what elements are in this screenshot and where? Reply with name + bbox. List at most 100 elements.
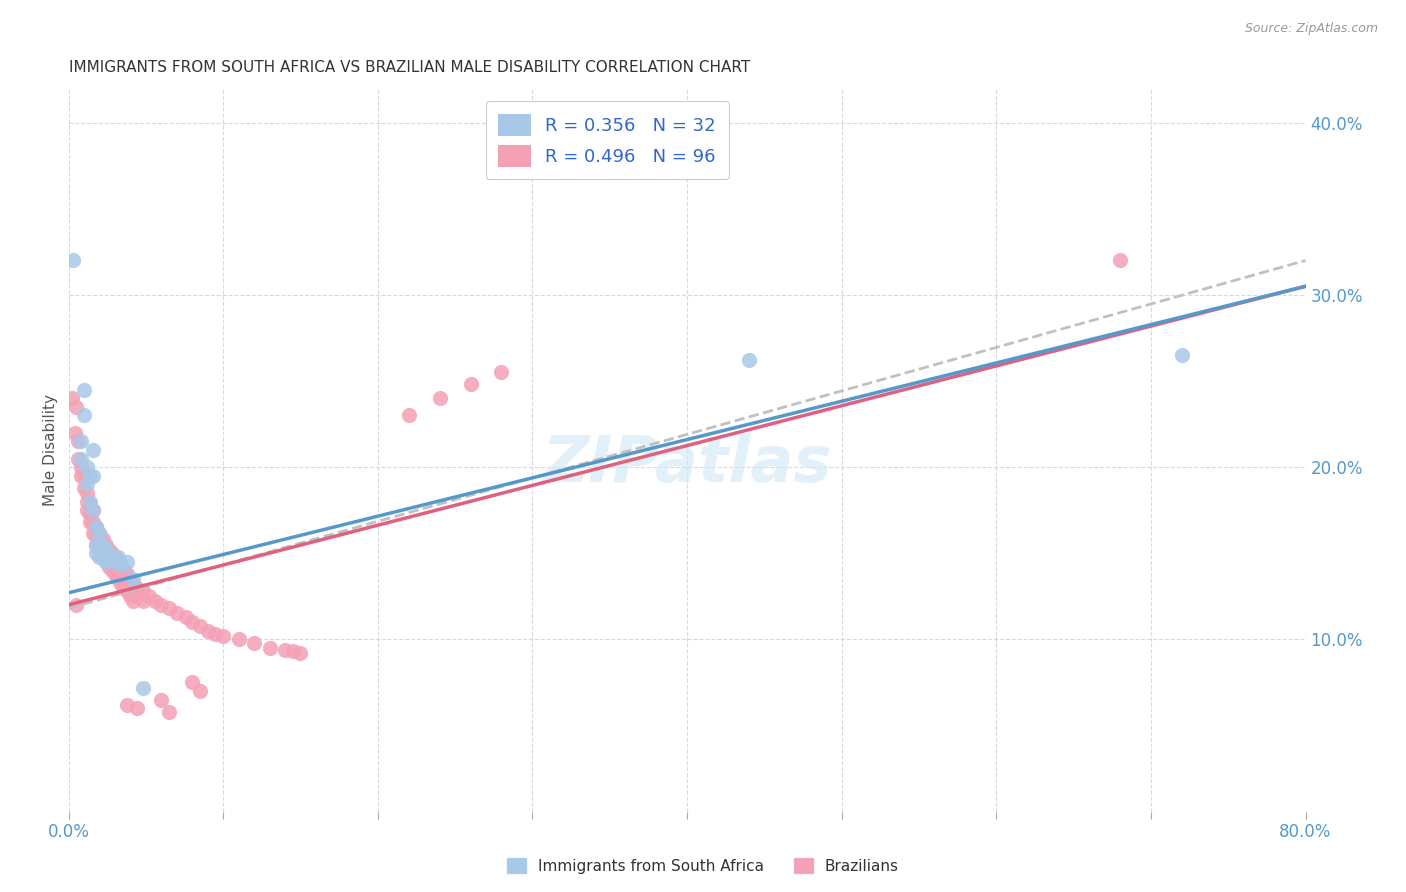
Point bbox=[188, 618, 211, 632]
Point bbox=[70, 460, 93, 475]
Point bbox=[107, 555, 129, 569]
Point bbox=[117, 584, 139, 599]
Point bbox=[157, 601, 180, 615]
Point bbox=[117, 698, 139, 712]
Point bbox=[112, 581, 135, 595]
Point bbox=[101, 555, 124, 569]
Point bbox=[82, 525, 104, 540]
Point bbox=[82, 468, 104, 483]
Text: ZIPatlas: ZIPatlas bbox=[543, 434, 832, 495]
Point bbox=[259, 640, 281, 655]
Point bbox=[94, 555, 117, 569]
Point bbox=[97, 560, 120, 574]
Point bbox=[82, 503, 104, 517]
Point bbox=[97, 549, 120, 564]
Point bbox=[174, 610, 197, 624]
Point bbox=[157, 705, 180, 719]
Point bbox=[82, 442, 104, 457]
Point bbox=[89, 542, 111, 557]
Point bbox=[89, 525, 111, 540]
Y-axis label: Male Disability: Male Disability bbox=[44, 394, 58, 506]
Point bbox=[132, 594, 155, 608]
Point bbox=[104, 555, 127, 569]
Point bbox=[1171, 348, 1194, 362]
Point bbox=[110, 566, 132, 581]
Point bbox=[66, 434, 89, 449]
Point bbox=[94, 555, 117, 569]
Point bbox=[107, 572, 129, 586]
Text: Source: ZipAtlas.com: Source: ZipAtlas.com bbox=[1244, 22, 1378, 36]
Point bbox=[120, 581, 142, 595]
Point bbox=[104, 566, 127, 581]
Point bbox=[212, 629, 235, 643]
Point bbox=[197, 624, 219, 638]
Legend: R = 0.356   N = 32, R = 0.496   N = 96: R = 0.356 N = 32, R = 0.496 N = 96 bbox=[485, 101, 728, 179]
Point bbox=[125, 581, 148, 595]
Point bbox=[104, 560, 127, 574]
Point bbox=[107, 549, 129, 564]
Point bbox=[150, 598, 173, 612]
Point bbox=[120, 572, 142, 586]
Point bbox=[117, 555, 139, 569]
Point bbox=[101, 563, 124, 577]
Point bbox=[73, 383, 96, 397]
Point bbox=[112, 572, 135, 586]
Point bbox=[70, 434, 93, 449]
Point bbox=[82, 515, 104, 529]
Point bbox=[89, 549, 111, 564]
Point bbox=[66, 451, 89, 466]
Point bbox=[112, 563, 135, 577]
Point bbox=[65, 598, 87, 612]
Point bbox=[125, 701, 148, 715]
Point bbox=[274, 642, 297, 657]
Point bbox=[79, 494, 101, 508]
Point bbox=[76, 460, 98, 475]
Point bbox=[738, 353, 761, 368]
Point bbox=[290, 646, 312, 660]
Point bbox=[429, 391, 451, 405]
Point bbox=[60, 391, 83, 405]
Point bbox=[76, 503, 98, 517]
Point bbox=[181, 675, 204, 690]
Point bbox=[97, 549, 120, 564]
Point bbox=[86, 520, 108, 534]
Point bbox=[1109, 253, 1132, 268]
Point bbox=[122, 572, 145, 586]
Point bbox=[76, 477, 98, 491]
Point bbox=[79, 508, 101, 523]
Point bbox=[120, 589, 142, 603]
Point bbox=[107, 563, 129, 577]
Point bbox=[398, 409, 420, 423]
Point bbox=[63, 425, 86, 440]
Point bbox=[125, 589, 148, 603]
Point bbox=[122, 584, 145, 599]
Point bbox=[122, 577, 145, 591]
Point bbox=[132, 681, 155, 695]
Point bbox=[79, 498, 101, 512]
Point bbox=[110, 560, 132, 574]
Point bbox=[460, 377, 482, 392]
Point bbox=[79, 468, 101, 483]
Point bbox=[204, 627, 226, 641]
Point bbox=[281, 644, 304, 658]
Point bbox=[86, 546, 108, 560]
Point bbox=[91, 549, 114, 564]
Point bbox=[76, 494, 98, 508]
Point bbox=[86, 520, 108, 534]
Point bbox=[82, 503, 104, 517]
Point bbox=[101, 549, 124, 564]
Point bbox=[89, 525, 111, 540]
Point bbox=[94, 546, 117, 560]
Point bbox=[89, 533, 111, 547]
Point bbox=[86, 538, 108, 552]
Point bbox=[110, 558, 132, 573]
Text: IMMIGRANTS FROM SOUTH AFRICA VS BRAZILIAN MALE DISABILITY CORRELATION CHART: IMMIGRANTS FROM SOUTH AFRICA VS BRAZILIA… bbox=[69, 60, 749, 75]
Point bbox=[70, 451, 93, 466]
Point bbox=[117, 575, 139, 590]
Point bbox=[117, 566, 139, 581]
Point bbox=[91, 533, 114, 547]
Point bbox=[101, 546, 124, 560]
Point bbox=[73, 409, 96, 423]
Point bbox=[86, 529, 108, 543]
Point bbox=[62, 253, 84, 268]
